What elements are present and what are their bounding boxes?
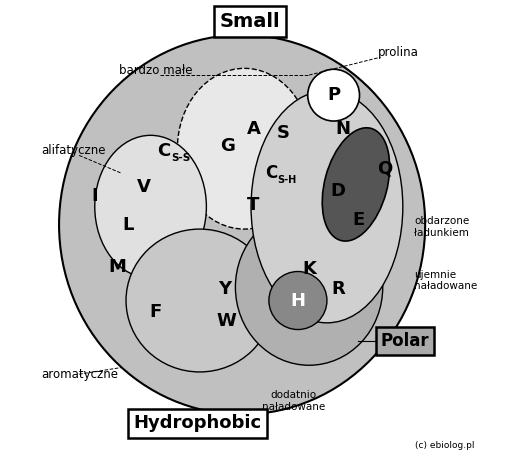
Text: S-H: S-H (277, 174, 297, 184)
Text: Hydrophobic: Hydrophobic (133, 414, 262, 432)
Text: H: H (290, 292, 306, 309)
Text: C: C (265, 164, 277, 182)
Text: P: P (327, 86, 340, 104)
Text: dodatnio
naładowane: dodatnio naładowane (262, 390, 325, 412)
Text: Polar: Polar (381, 332, 429, 350)
Text: F: F (149, 303, 161, 321)
Text: I: I (91, 187, 98, 205)
Text: A: A (247, 120, 261, 138)
Text: D: D (331, 182, 345, 200)
Ellipse shape (322, 128, 390, 241)
Text: prolina: prolina (378, 46, 419, 59)
Text: bardzo małe: bardzo małe (120, 64, 193, 77)
Ellipse shape (177, 68, 311, 229)
Text: Small: Small (219, 12, 280, 31)
Text: S-S: S-S (171, 153, 191, 163)
Text: Y: Y (218, 280, 231, 299)
Text: L: L (123, 216, 134, 234)
Text: R: R (331, 280, 345, 299)
Ellipse shape (251, 91, 403, 323)
Ellipse shape (95, 135, 206, 278)
Text: W: W (217, 312, 237, 330)
Text: aromatyczne: aromatyczne (41, 368, 118, 381)
Ellipse shape (236, 209, 383, 365)
Text: E: E (352, 211, 364, 229)
Text: (c) ebiolog.pl: (c) ebiolog.pl (415, 441, 474, 450)
Text: T: T (247, 196, 260, 213)
Text: C: C (157, 142, 171, 160)
Ellipse shape (126, 229, 273, 372)
Text: N: N (335, 120, 350, 138)
Text: S: S (276, 124, 290, 142)
Ellipse shape (59, 35, 425, 414)
Text: Q: Q (377, 160, 392, 178)
Text: V: V (137, 178, 151, 196)
Text: obdarzone
ładunkiem: obdarzone ładunkiem (414, 216, 469, 238)
Text: alifatyczne: alifatyczne (41, 145, 106, 158)
Text: M: M (108, 258, 126, 276)
Text: ujemnie
naładowane: ujemnie naładowane (414, 270, 477, 291)
Circle shape (308, 69, 360, 121)
Text: K: K (302, 260, 316, 278)
Circle shape (269, 271, 327, 329)
Text: G: G (220, 138, 235, 155)
